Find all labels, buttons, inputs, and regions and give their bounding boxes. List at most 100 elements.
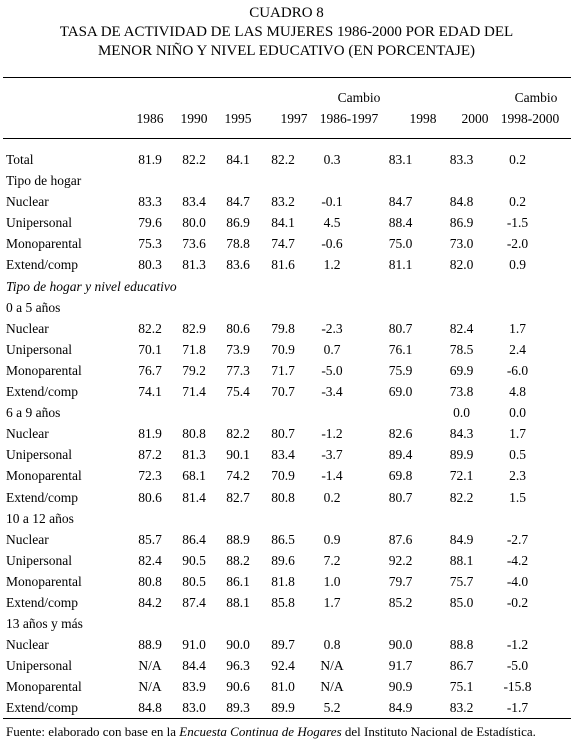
cell-1986: 82.2 [138,320,162,336]
header-cambio-1-top: Cambio [337,90,381,105]
cell-1995: 88.9 [226,531,250,547]
cell-1997: 83.2 [271,194,295,210]
cell-1995: 80.6 [226,320,250,336]
cell-cambio-1998-2000: 1.7 [509,426,526,442]
cell-cambio-1998-2000: 0.2 [509,152,526,167]
cell-2000: 69.9 [449,362,474,378]
cell-cambio-1986-1997 [306,402,358,423]
cell-1986: 85.7 [138,531,162,547]
cell-1990: 82.9 [182,320,206,336]
cell-1998: 80.7 [388,489,413,505]
cell-1997: 79.8 [271,320,295,336]
cell-cambio-1998-2000: 0.5 [509,447,526,463]
table-row: Monoparental 75.3 73.6 78.8 74.7 -0.6 75.0 73.0… [6,233,555,254]
table-row: 6 a 9 años 0.0 0.0 [6,402,555,423]
cell-2000: 88.8 [449,637,474,653]
cell-1998: 80.7 [388,320,413,336]
section-label: Tipo de hogar y nivel educativo [6,278,177,294]
cell-2000: 72.1 [449,468,474,484]
table-row: Unipersonal 70.1 71.8 73.9 70.9 0.7 76.1 78.5 2.… [6,339,555,360]
cell-cambio-1986-1997: 4.5 [323,215,341,231]
cell-1997: 89.9 [271,700,295,716]
cell-cambio-1998-2000: 0.9 [509,257,526,273]
cell-cambio-1998-2000: -2.0 [506,236,529,252]
cell-cambio-1986-1997: N/A [320,658,344,674]
row-label: Nuclear [6,637,49,653]
cell-1998: 75.0 [388,236,413,252]
cell-1986: N/A [138,658,162,674]
source-suffix: del Instituto Nacional de Estadística. [341,724,536,739]
table-row: Nuclear 88.9 91.0 90.0 89.7 0.8 90.0 88.8 -1.2 [6,634,555,655]
cell-1986: 81.9 [138,152,162,167]
header-cambio-2-top: Cambio [514,90,558,105]
cell-1990: 71.8 [182,341,206,357]
cell-1995: 74.2 [226,468,250,484]
table-row: Unipersonal 87.2 81.3 90.1 83.4 -3.7 89.4 89.9 0… [6,444,555,465]
cell-2000: 85.0 [449,594,474,610]
source-survey-name: Encuesta Continua de Hogares [179,724,342,739]
table-row: Unipersonal 82.4 90.5 88.2 89.6 7.2 92.2 88.1 -4… [6,550,555,571]
cell-1997 [260,402,306,423]
cell-1997: 81.6 [271,257,295,273]
cell-1995: 89.3 [226,700,250,716]
row-label: Unipersonal [6,341,72,357]
cell-cambio-1986-1997: 0.8 [323,637,341,653]
cell-2000: 73.8 [449,384,474,400]
header-cambio-2-bottom: 1998-2000 [500,111,560,126]
table-row: Unipersonal 79.6 80.0 86.9 84.1 4.5 88.4 86.9 -1… [6,212,555,233]
table-row: Monoparental N/A 83.9 90.6 81.0 N/A 90.9 75.1 -1… [6,676,555,697]
cell-1998: 89.4 [388,447,413,463]
cell-1990: 68.1 [182,468,206,484]
cell-1997: 70.7 [271,384,295,400]
bottom-rule [3,718,571,719]
cell-1998: 91.7 [388,658,413,674]
header-1997: 1997 [280,111,308,126]
cell-1986: 87.2 [138,447,162,463]
cell-cambio-1986-1997: 0.7 [323,341,341,357]
cell-cambio-1998-2000: -1.2 [506,637,529,653]
cell-1997: 89.7 [271,637,295,653]
cell-1995: 77.3 [226,362,250,378]
cell-1986: N/A [138,679,162,695]
cell-1986: 82.4 [138,552,162,568]
table-title-line-1: TASA DE ACTIVIDAD DE LAS MUJERES 1986-20… [59,24,514,40]
row-label: Nuclear [6,320,49,336]
cell-cambio-1998-2000: 1.7 [509,320,526,336]
cell-1990: 73.6 [182,236,206,252]
section-row: Tipo de hogar [6,170,555,191]
section-label: 13 años y más [6,616,83,632]
section-label: 0 a 5 años [6,299,61,315]
row-label: Extend/comp [6,384,78,400]
cell-cambio-1998-2000: 4.8 [509,384,526,400]
cell-cambio-1986-1997: -3.4 [321,384,343,400]
data-table: Total 81.9 82.2 84.1 82.2 0.3 83.1 83.3 0.2 Tipo … [6,149,555,719]
section-label: 10 a 12 años [6,510,74,526]
cell-1998: 84.7 [388,194,413,210]
cell-cambio-1998-2000: 0.2 [509,194,526,210]
source-note: Fuente: elaborado con base en la Encuest… [6,724,536,740]
cell-1986: 80.6 [138,489,162,505]
table-row: Monoparental 76.7 79.2 77.3 71.7 -5.0 75.9 69.9… [6,360,555,381]
header-rule [3,138,571,139]
cell-cambio-1986-1997: 0.3 [323,152,341,167]
cell-1990 [172,402,216,423]
table-row: Extend/comp 84.2 87.4 88.1 85.8 1.7 85.2 85.0 -0… [6,592,555,613]
cell-cambio-1998-2000: 0.0 [509,405,526,421]
row-label: Unipersonal [6,215,72,231]
cell-1998: 69.8 [388,468,413,484]
table-row: Extend/comp 80.6 81.4 82.7 80.8 0.2 80.7 82.2 1.… [6,487,555,508]
table-row: Nuclear 82.2 82.9 80.6 79.8 -2.3 80.7 82.4 1.7 [6,318,555,339]
row-label: Monoparental [6,679,82,695]
cell-1990: 79.2 [182,362,206,378]
section-row: 13 años y más [6,613,555,634]
cell-2000: 78.5 [449,341,474,357]
cell-1998: 84.9 [388,700,413,716]
cell-1995: 96.3 [226,658,250,674]
source-prefix: Fuente: elaborado con base en la [6,724,180,739]
cell-1998 [358,402,443,423]
cell-2000: 83.2 [449,700,474,716]
cell-1997: 89.6 [271,552,295,568]
cell-1997: 86.5 [271,531,295,547]
cell-1995: 88.1 [226,594,250,610]
cell-cambio-1998-2000: 1.5 [509,489,526,505]
